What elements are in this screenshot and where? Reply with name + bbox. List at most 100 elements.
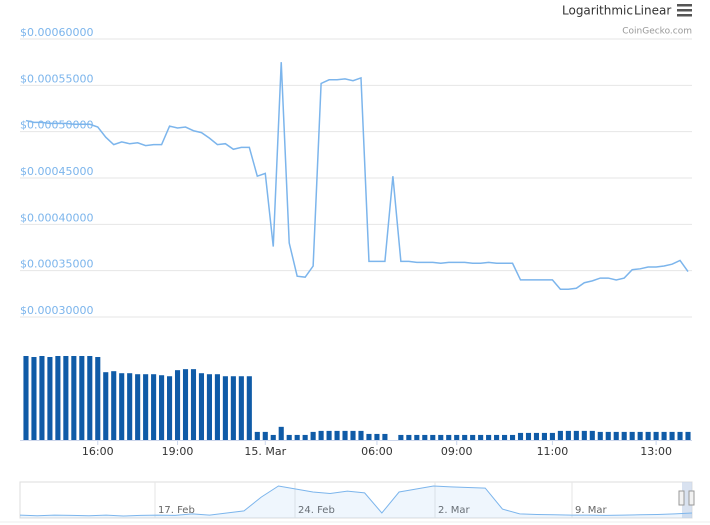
- volume-bar: [430, 434, 436, 440]
- volume-bar: [278, 426, 284, 440]
- menu-bar: [677, 14, 692, 17]
- volume-bar: [605, 431, 611, 440]
- volume-bar: [87, 356, 93, 440]
- volume-bar: [47, 357, 53, 440]
- volume-bar: [406, 434, 412, 440]
- y-tick-label: $0.00055000: [20, 72, 93, 85]
- volume-bar: [494, 434, 500, 440]
- volume-bar: [238, 376, 244, 440]
- volume-bar: [557, 430, 563, 440]
- volume-bar: [71, 356, 77, 440]
- volume-bar: [182, 369, 189, 440]
- volume-bar: [478, 434, 484, 440]
- volume-bar: [382, 433, 388, 440]
- volume-bar: [270, 434, 276, 440]
- y-tick-label: $0.00030000: [20, 304, 93, 317]
- navigator-label: 17. Feb: [158, 505, 195, 516]
- volume-bar: [589, 430, 595, 440]
- volume-bar: [685, 431, 691, 440]
- volume-bar: [174, 370, 181, 440]
- volume-bar: [310, 431, 316, 440]
- volume-bar: [565, 430, 571, 440]
- volume-bar: [246, 376, 252, 440]
- x-tick-label: 16:00: [82, 445, 114, 458]
- x-tick-label: 11:00: [537, 445, 569, 458]
- volume-bar: [55, 356, 61, 440]
- navigator-handle[interactable]: [688, 490, 695, 506]
- volume-bar: [517, 432, 524, 440]
- x-tick-label: 19:00: [162, 445, 194, 458]
- navigator-line: [19, 485, 693, 517]
- volume-bar: [621, 431, 627, 440]
- volume-bar: [206, 374, 212, 440]
- y-tick-label: $0.00060000: [20, 26, 93, 39]
- menu-bar: [677, 4, 692, 7]
- volume-bar: [398, 434, 404, 440]
- volume-bar: [294, 434, 300, 440]
- navigator-area: [20, 486, 692, 518]
- volume-bar: [159, 375, 165, 440]
- volume-bar: [230, 376, 236, 440]
- x-tick-label: 09:00: [441, 445, 473, 458]
- volume-bar: [31, 357, 37, 440]
- volume-bar: [350, 430, 356, 440]
- volume-bar: [190, 369, 197, 440]
- x-tick-label: 15. Mar: [244, 445, 286, 458]
- volume-bar: [629, 431, 635, 440]
- volume-bar: [470, 434, 476, 440]
- volume-bar: [127, 373, 133, 440]
- volume-bar: [358, 430, 364, 440]
- volume-bar: [318, 430, 324, 440]
- navigator-label: 2. Mar: [438, 505, 470, 516]
- volume-bar: [525, 432, 532, 440]
- navigator-handle[interactable]: [678, 490, 685, 506]
- volume-bar: [135, 374, 141, 440]
- volume-bar: [502, 434, 508, 440]
- volume-bar: [669, 431, 675, 440]
- y-tick-label: $0.00040000: [20, 211, 93, 224]
- volume-bar: [549, 432, 555, 440]
- volume-bar: [581, 430, 587, 440]
- y-tick-label: $0.00050000: [20, 119, 93, 132]
- volume-bar: [79, 356, 85, 440]
- volume-bar: [302, 434, 308, 440]
- linear-button[interactable]: Linear: [634, 4, 671, 18]
- credit[interactable]: CoinGecko.com: [622, 27, 692, 37]
- y-tick-label: $0.00035000: [20, 258, 93, 271]
- volume-bar: [198, 373, 205, 440]
- y-tick-label: $0.00045000: [20, 165, 93, 178]
- volume-bar: [533, 432, 540, 440]
- volume-bar: [286, 434, 292, 440]
- volume-bar: [422, 434, 428, 440]
- volume-bar: [438, 434, 444, 440]
- volume-bar: [462, 434, 468, 440]
- navigator-label: 9. Mar: [575, 505, 607, 516]
- volume-bar: [214, 374, 220, 440]
- price-line: [25, 62, 689, 290]
- volume-bar: [597, 431, 603, 440]
- volume-bar: [111, 371, 117, 440]
- volume-bar: [167, 376, 173, 440]
- volume-bar: [143, 374, 149, 440]
- volume-bar: [23, 356, 29, 440]
- log-button[interactable]: Logarithmic: [562, 4, 633, 18]
- volume-bar: [446, 434, 452, 440]
- volume-bar: [366, 433, 372, 440]
- volume-bar: [613, 431, 619, 440]
- volume-bar: [637, 431, 643, 440]
- navigator-label: 24. Feb: [298, 505, 335, 516]
- volume-bar: [63, 356, 69, 440]
- volume-bar: [486, 434, 492, 440]
- navigator-selection[interactable]: [682, 482, 692, 518]
- menu-bar: [677, 9, 692, 12]
- volume-bar: [661, 431, 667, 440]
- volume-bar: [653, 431, 659, 440]
- menu-button[interactable]: [677, 4, 692, 17]
- volume-bar: [326, 430, 332, 440]
- volume-bar: [262, 431, 268, 440]
- volume-bar: [414, 434, 420, 440]
- volume-bar: [645, 431, 651, 440]
- volume-bar: [151, 374, 157, 440]
- volume-bar: [95, 357, 101, 440]
